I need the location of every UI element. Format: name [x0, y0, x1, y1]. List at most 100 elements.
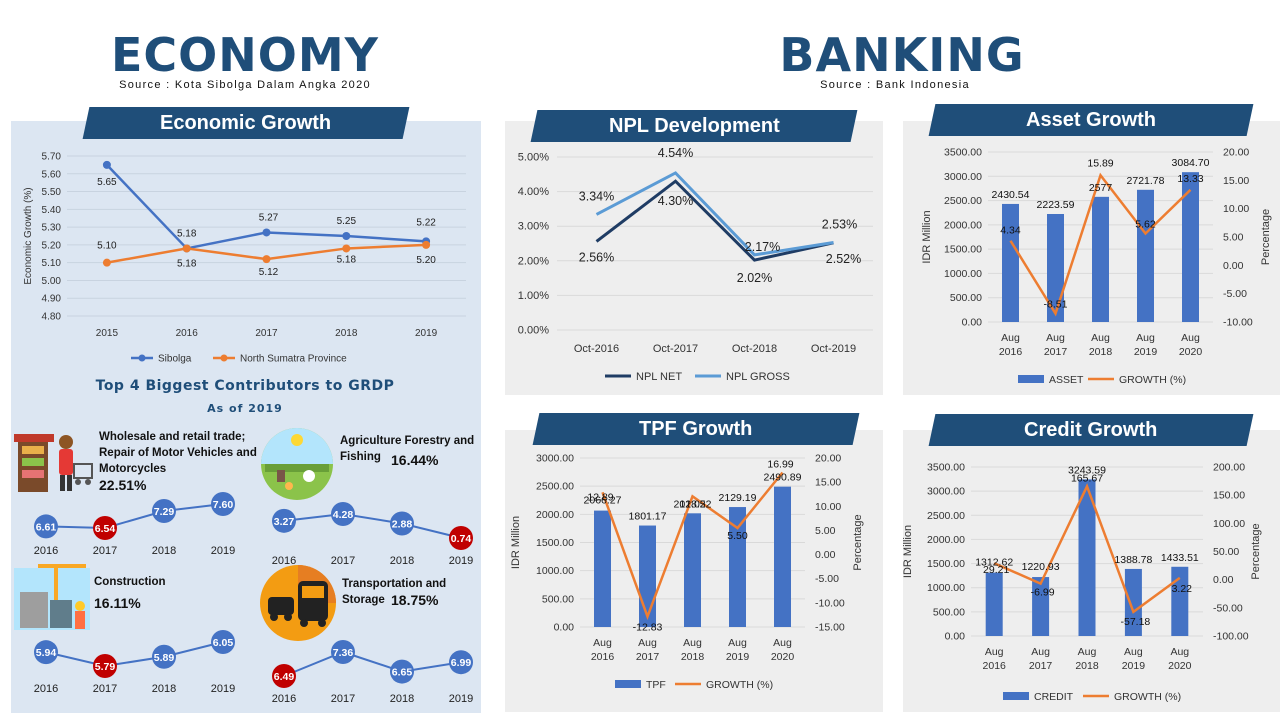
- legend-swatch: [1018, 375, 1044, 383]
- sector-year-label: 2018: [152, 683, 176, 695]
- sector-year-label: 2017: [93, 683, 117, 695]
- data-label: 5.10: [97, 241, 117, 252]
- x-tick-label: Aug: [638, 637, 657, 649]
- sector-year-label: 2019: [449, 693, 473, 705]
- y-tick-label: 1000.00: [944, 268, 982, 280]
- data-point: [422, 240, 431, 249]
- legend-label: TPF: [646, 679, 666, 691]
- legend-label: NPL NET: [636, 371, 682, 383]
- sector-value-label: 6.54: [95, 523, 116, 535]
- sector-year-label: 2016: [272, 555, 296, 567]
- y-tick-label: 2000.00: [536, 509, 574, 521]
- series-line-npl-net: [595, 179, 834, 262]
- data-label: 2.02%: [737, 271, 772, 285]
- y-tick-label: 0.00: [945, 631, 966, 643]
- sector-value-marker: [34, 640, 58, 665]
- y-tick-label: 2500.00: [927, 510, 965, 522]
- bar: [1137, 189, 1154, 322]
- credit-banner: Credit Growth: [928, 414, 1254, 446]
- growth-data-label: -6.99: [1031, 587, 1055, 599]
- data-label: 5.27: [259, 212, 279, 223]
- sector-year-label: 2017: [331, 693, 355, 705]
- sector-value-label: 0.74: [451, 533, 472, 545]
- bar-data-label: 2066.27: [584, 495, 622, 507]
- bar: [639, 525, 656, 627]
- sector-year-label: 2018: [152, 545, 176, 557]
- y-tick-label: 0.00: [554, 622, 575, 634]
- bar-data-label: 1388.78: [1114, 554, 1152, 566]
- legend-marker: [138, 354, 146, 362]
- y2-axis-label: Percentage: [852, 514, 864, 570]
- sector-value-label: 5.79: [95, 661, 116, 673]
- sector-value-marker: [449, 526, 473, 550]
- sector-trend-line: [45, 503, 224, 530]
- y-tick-label: 5.40: [42, 205, 62, 216]
- sector-value-marker: [93, 654, 117, 678]
- data-label: 5.18: [177, 228, 197, 239]
- x-tick-label: 2019: [726, 651, 750, 663]
- sector-value-marker: [211, 630, 235, 654]
- growth-line: [993, 483, 1181, 614]
- x-tick-label: 2018: [681, 651, 705, 663]
- sector-value-marker: [390, 511, 414, 536]
- y2-tick-label: 150.00: [1213, 490, 1245, 502]
- y-tick-label: 2500.00: [944, 195, 982, 207]
- legend-marker: [220, 354, 228, 362]
- npl-title: NPL Development: [608, 115, 780, 137]
- x-tick-label: Oct-2019: [811, 343, 856, 355]
- x-tick-label: 2016: [999, 346, 1023, 358]
- growth-data-label: 12.89: [587, 491, 613, 503]
- x-tick-label: Aug: [1091, 332, 1110, 344]
- y-tick-label: 500.00: [933, 606, 965, 618]
- sector-name-construction: Construction: [94, 576, 166, 588]
- sector-value-marker: [152, 499, 176, 524]
- economic-growth-chart: 5.70 5.60 5.50 5.40 5.30 5.20 5.10 5.00 4.90 4.80…: [23, 152, 466, 365]
- x-tick-label: Aug: [1124, 646, 1143, 658]
- bar-data-label: 2018.22: [674, 498, 712, 510]
- y-tick-label: 5.00: [42, 276, 62, 287]
- y-tick-label: 1.00%: [518, 290, 549, 302]
- y2-tick-label: -5.00: [815, 573, 839, 585]
- growth-data-label: 165.67: [1071, 472, 1103, 484]
- y-tick-label: 500.00: [950, 292, 982, 304]
- sector-value-label: 7.60: [213, 499, 234, 511]
- data-label: 5.22: [416, 217, 436, 228]
- sector-value-marker: [331, 640, 355, 664]
- y-axis-label: IDR Million: [510, 516, 522, 569]
- x-tick-label: Aug: [1078, 646, 1097, 658]
- growth-data-label: 15.89: [1087, 157, 1113, 169]
- sector-year-label: 2016: [272, 693, 296, 705]
- data-label: 4.54%: [658, 146, 693, 160]
- data-point: [262, 228, 271, 237]
- data-point: [102, 258, 111, 267]
- y2-tick-label: 5.00: [1223, 232, 1244, 244]
- sector-value-label: 5.89: [154, 652, 175, 664]
- x-tick-label: Aug: [985, 646, 1004, 658]
- y2-tick-label: -100.00: [1213, 631, 1249, 643]
- bar: [684, 513, 701, 627]
- data-point: [262, 255, 271, 264]
- sector-value-label: 6.99: [451, 657, 472, 669]
- y-tick-label: 1500.00: [536, 537, 574, 549]
- bar: [1171, 566, 1189, 636]
- y-tick-label: 4.80: [42, 312, 62, 323]
- y2-tick-label: 0.00: [1213, 574, 1234, 586]
- legend-label: North Sumatra Province: [240, 354, 347, 365]
- y2-tick-label: -15.00: [815, 622, 845, 634]
- x-tick-label: Aug: [773, 637, 792, 649]
- tpf-title: TPF Growth: [639, 418, 753, 440]
- bar: [985, 572, 1003, 636]
- sector-trend-line: [283, 650, 462, 677]
- y-tick-label: 5.30: [42, 223, 62, 234]
- data-label: 2.56%: [579, 250, 614, 264]
- data-label: 5.18: [177, 258, 197, 269]
- x-tick-label: Aug: [1031, 646, 1050, 658]
- bar: [1047, 213, 1064, 322]
- x-tick-label: 2018: [1089, 346, 1113, 358]
- legend-label: GROWTH (%): [1114, 691, 1181, 703]
- y-tick-label: 0.00: [962, 317, 983, 329]
- y-tick-label: 5.00%: [518, 152, 549, 164]
- growth-line: [601, 471, 784, 621]
- bar: [1032, 577, 1050, 636]
- x-tick-label: 2020: [1179, 346, 1203, 358]
